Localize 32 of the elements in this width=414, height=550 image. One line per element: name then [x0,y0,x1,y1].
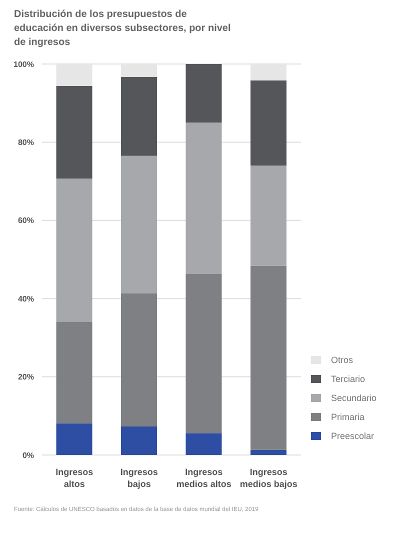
x-tick-label: Ingresos medios altos [176,467,232,489]
y-tick-label: 0% [22,450,34,460]
bar [56,322,92,424]
y-tick-label: 20% [18,372,34,382]
bar [120,156,157,294]
bar [186,122,222,274]
bar [250,80,286,166]
bar [120,294,157,426]
x-tick-label: Ingresos bajos [120,467,158,489]
bar [186,274,222,434]
legend-label: Primaria [331,412,365,422]
chart-title: Distribución de los presupuestos de educación en diversos subsectores, por nivel de ingresos [14,8,232,50]
legend-label: Secundario [331,393,377,403]
y-tick-label: 100% [14,60,34,69]
x-tick-label: Ingresos altos [56,467,94,489]
bar [250,450,286,455]
bar [186,433,222,455]
legend-label: Preescolar [331,431,374,441]
legend-label: Otros [331,355,354,365]
bar [250,266,286,450]
bar [56,178,92,322]
x-tick-label: Ingresos medios bajos [240,467,298,489]
y-tick-label: 40% [18,294,34,304]
bar [250,166,286,266]
bar [120,426,157,455]
legend-label: Terciario [331,374,366,384]
y-tick-label: 60% [18,216,34,226]
y-tick-label: 80% [18,138,34,148]
bar [186,64,222,123]
bar [120,76,157,156]
bar [56,423,92,455]
bar [56,86,92,179]
